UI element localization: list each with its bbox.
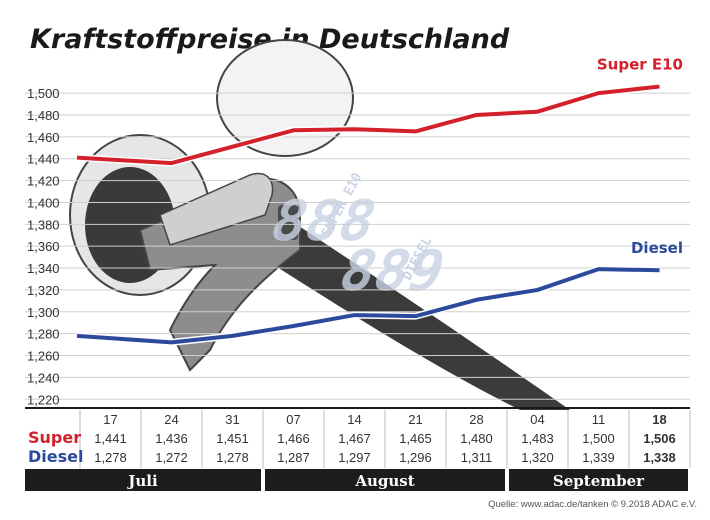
- y-tick-label: 1,440: [27, 152, 60, 167]
- value-cell: 1,297: [338, 450, 371, 465]
- y-tick-label: 1,500: [27, 86, 60, 101]
- column-separators: [79, 410, 691, 468]
- x-tick-label: 24: [164, 412, 178, 427]
- month-bar: [25, 469, 261, 491]
- y-axis: 1,220 1,240 1,260 1,280 1,300 1,320 1,340 1,360…: [27, 86, 60, 407]
- x-tick-label: 21: [408, 412, 422, 427]
- y-tick-label: 1,300: [27, 305, 60, 320]
- digits-super: 888: [263, 188, 385, 253]
- source-note: Quelle: www.adac.de/tanken © 9.2018 ADAC…: [488, 499, 697, 510]
- month-bars: Juli August September: [25, 469, 688, 491]
- fuel-pump-illustration: SUPER E10 DIESEL 888 889: [69, 39, 570, 410]
- value-cell: 1,278: [94, 450, 127, 465]
- value-cell: 1,436: [155, 431, 188, 446]
- row-label-super: Super: [28, 428, 81, 447]
- value-cell: 1,465: [399, 431, 432, 446]
- month-label: September: [553, 472, 645, 490]
- month-bar: [509, 469, 688, 491]
- y-tick-label: 1,480: [27, 108, 60, 123]
- month-bar: [265, 469, 505, 491]
- value-cell: 1,320: [521, 450, 554, 465]
- y-tick-label: 1,320: [27, 283, 60, 298]
- value-cell: 1,272: [155, 450, 188, 465]
- series-line-super-e10: [76, 84, 660, 166]
- value-cell: 1,338: [643, 450, 676, 465]
- y-tick-label: 1,220: [27, 392, 60, 407]
- value-cell: 1,441: [94, 431, 127, 446]
- nozzle-lever: [278, 205, 298, 240]
- y-tick-label: 1,280: [27, 327, 60, 342]
- value-cell: 1,483: [521, 431, 554, 446]
- x-tick-label: 11: [592, 412, 606, 427]
- row-label-diesel: Diesel: [28, 447, 83, 466]
- digits-diesel: 889: [331, 238, 453, 303]
- x-tick-label: 04: [530, 412, 544, 427]
- value-cell: 1,296: [399, 450, 432, 465]
- value-cell: 1,287: [277, 450, 310, 465]
- nozzle-top: [159, 172, 274, 246]
- x-tick-label: 28: [469, 412, 483, 427]
- month-label: August: [354, 472, 414, 490]
- value-cell: 1,500: [582, 431, 615, 446]
- value-cell: 1,506: [643, 431, 676, 446]
- y-tick-label: 1,360: [27, 239, 60, 254]
- series-line-diesel: [76, 267, 660, 345]
- value-cell: 1,311: [461, 450, 493, 465]
- x-tick-label: 14: [347, 412, 361, 427]
- month-label: Juli: [126, 472, 158, 490]
- value-cell: 1,339: [582, 450, 615, 465]
- value-table: 1,441 1,436 1,451 1,466 1,467 1,465 1,480 1,483…: [94, 431, 676, 465]
- series-label-super-e10: Super E10: [597, 56, 683, 74]
- value-cell: 1,278: [216, 450, 249, 465]
- y-tick-label: 1,400: [27, 195, 60, 210]
- series-lines: [76, 83, 660, 346]
- value-cell: 1,480: [460, 431, 493, 446]
- y-tick-label: 1,460: [27, 130, 60, 145]
- fuel-cap: [216, 39, 354, 157]
- x-tick-label: 17: [103, 412, 117, 427]
- y-tick-label: 1,420: [27, 174, 60, 189]
- x-axis-dates: 17 24 31 07 14 21 28 04 11 18: [103, 412, 666, 427]
- series-labels: Super E10 Diesel: [597, 56, 683, 258]
- y-tick-label: 1,240: [27, 370, 60, 385]
- value-cell: 1,466: [277, 431, 310, 446]
- value-cell: 1,467: [338, 431, 371, 446]
- grid: [25, 92, 690, 400]
- x-tick-label: 07: [286, 412, 300, 427]
- value-cell: 1,451: [216, 431, 249, 446]
- x-tick-label: 31: [225, 412, 239, 427]
- y-tick-label: 1,380: [27, 217, 60, 232]
- y-tick-label: 1,340: [27, 261, 60, 276]
- y-tick-label: 1,260: [27, 349, 60, 364]
- x-tick-label: 18: [652, 412, 666, 427]
- series-label-diesel: Diesel: [631, 239, 683, 257]
